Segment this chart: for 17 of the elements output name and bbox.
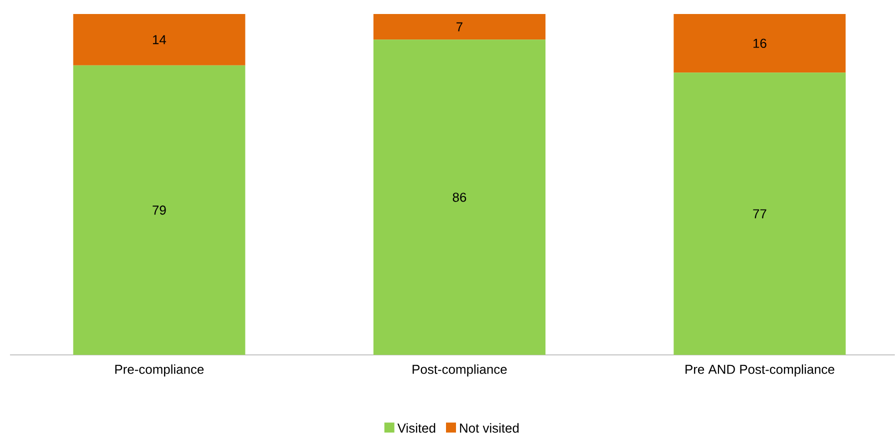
- bar: [373, 14, 546, 40]
- legend-label: Not visited: [460, 423, 519, 433]
- data-label: 79: [152, 206, 166, 215]
- data-label: 14: [153, 35, 166, 44]
- x-tick-label: Pre AND Post-compliance: [686, 364, 834, 377]
- legend-label: Visited: [397, 423, 436, 433]
- data-label: 7: [456, 22, 462, 32]
- data-label: 86: [452, 192, 466, 202]
- x-tick-label: Pre-compliance: [115, 364, 204, 377]
- bar: [73, 14, 246, 66]
- bar: [73, 65, 246, 355]
- x-tick-label: Post-compliance: [412, 364, 507, 377]
- data-label: 77: [753, 209, 766, 218]
- bar: [674, 14, 846, 73]
- bar: [674, 72, 846, 355]
- data-label: 16: [753, 38, 766, 48]
- bar: [373, 40, 546, 355]
